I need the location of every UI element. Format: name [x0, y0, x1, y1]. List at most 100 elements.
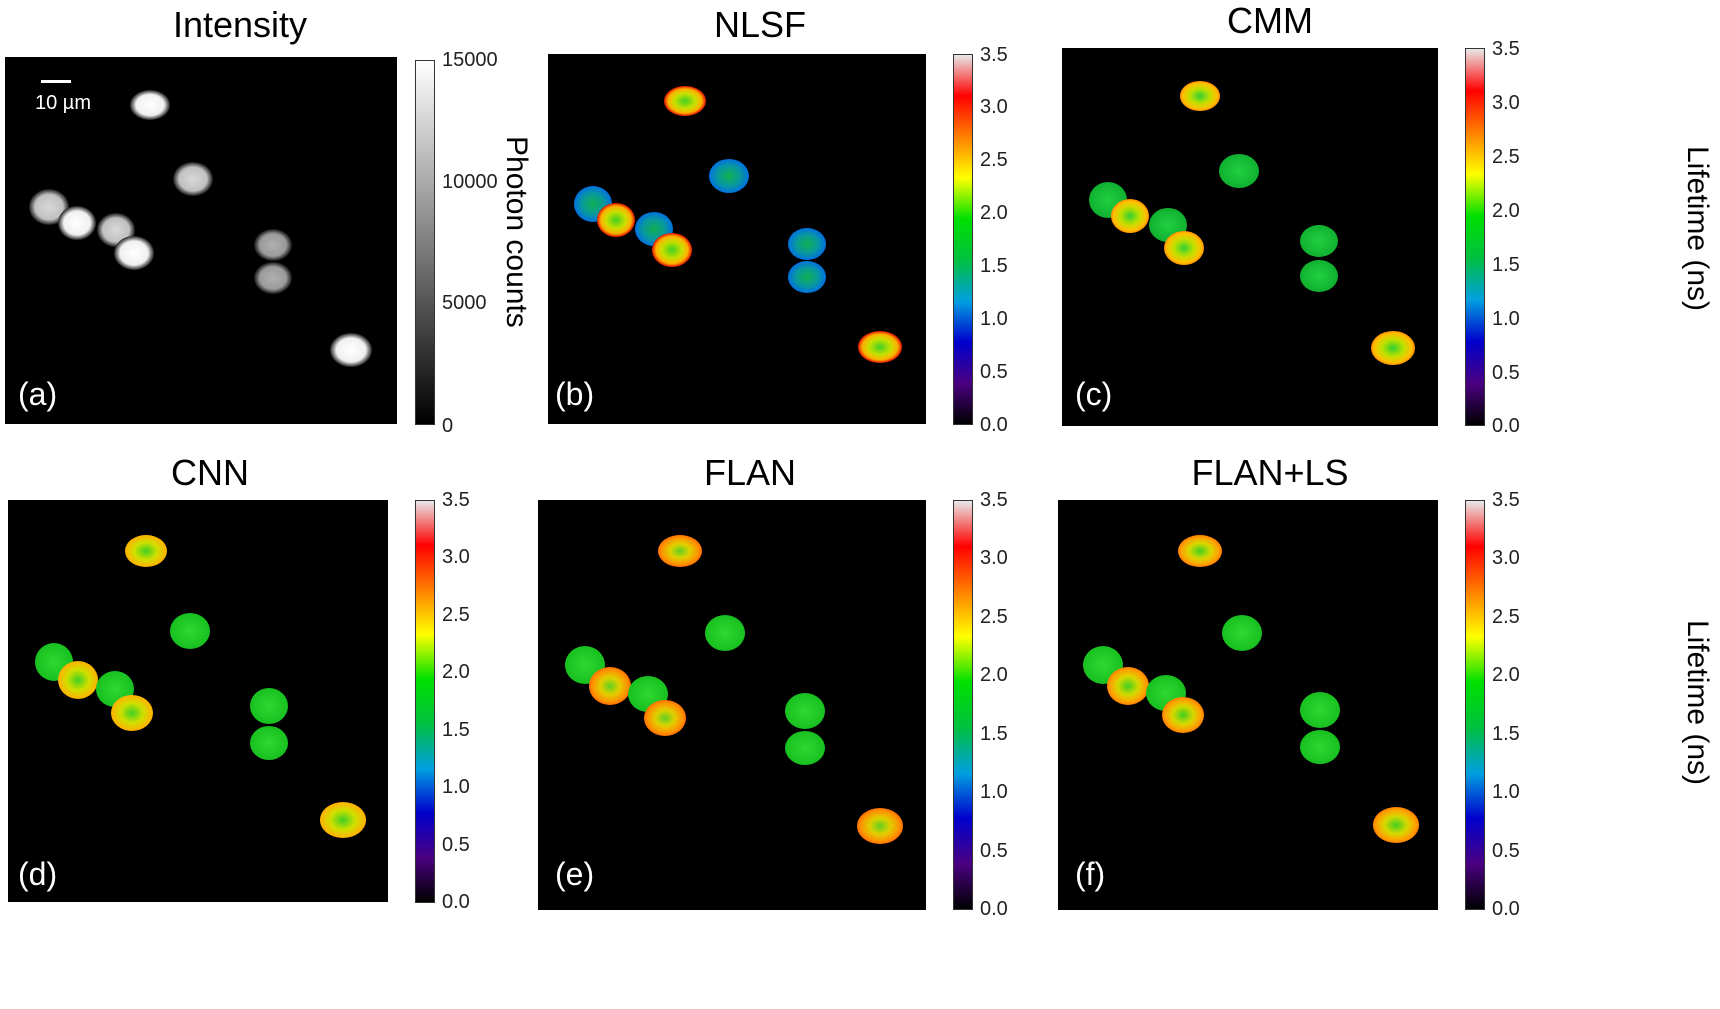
lifetime-tick: 1.0 — [442, 776, 470, 798]
lifetime-tick: 0.5 — [980, 361, 1008, 383]
cell — [320, 802, 366, 838]
lifetime-tick: 0.0 — [1492, 415, 1520, 437]
cell — [1300, 260, 1338, 292]
lifetime-tick: 0.0 — [1492, 898, 1520, 920]
panel-label-d: (d) — [18, 856, 58, 892]
intensity-tick: 10000 — [442, 171, 498, 193]
panel-label-b: (b) — [555, 376, 595, 412]
cell — [29, 189, 69, 225]
cell — [589, 667, 631, 705]
cell — [705, 615, 745, 651]
cell — [58, 206, 96, 240]
lifetime-tick: 2.5 — [980, 606, 1008, 628]
cell — [658, 535, 702, 567]
flan-cells — [565, 535, 903, 844]
cell — [597, 203, 635, 237]
panel-label-e: (e) — [555, 856, 595, 892]
panel-title-cnn: CNN — [171, 452, 249, 493]
intensity-tick: 5000 — [442, 292, 487, 314]
intensity-tick: 15000 — [442, 49, 498, 71]
cell — [664, 86, 706, 116]
lifetime-tick: 1.5 — [980, 723, 1008, 745]
cell — [250, 688, 288, 724]
intensity-colorbar-label: Photon counts — [500, 136, 533, 328]
lifetime-tick: 3.0 — [980, 547, 1008, 569]
cnn-lifetime-image — [8, 500, 388, 902]
lifetime-tick: 2.5 — [980, 149, 1008, 171]
intensity-tick: 0 — [442, 415, 454, 437]
cell — [1162, 697, 1204, 733]
cell — [1300, 692, 1340, 728]
lifetime-tick: 3.5 — [442, 489, 470, 511]
cell — [785, 693, 825, 729]
lifetime-tick: 1.0 — [1492, 308, 1520, 330]
cell — [857, 808, 903, 844]
lifetime-tick: 0.5 — [980, 840, 1008, 862]
lifetime-tick: 3.5 — [980, 44, 1008, 66]
lifetime-tick: 2.0 — [1492, 664, 1520, 686]
cmm-lifetime-image — [1062, 48, 1438, 426]
flan-ls-cells — [1083, 535, 1419, 843]
nlsf-cells — [574, 86, 902, 363]
lifetime-tick: 3.0 — [980, 96, 1008, 118]
cell — [125, 535, 167, 567]
lifetime-colorbar-b — [953, 54, 973, 425]
cell — [1180, 81, 1220, 111]
cmm-cells — [1089, 81, 1415, 365]
cell — [644, 700, 686, 736]
lifetime-tick: 2.5 — [1492, 146, 1520, 168]
lifetime-tick: 2.0 — [1492, 200, 1520, 222]
cell — [709, 159, 749, 193]
nlsf-lifetime-image — [548, 54, 926, 424]
cell — [250, 726, 288, 760]
cell — [58, 661, 98, 699]
cell — [785, 731, 825, 765]
lifetime-tick: 3.5 — [980, 489, 1008, 511]
panel-title-nlsf: NLSF — [713, 4, 807, 45]
cell — [1300, 730, 1340, 764]
lifetime-colorbar-label-bottom: Lifetime (ns) — [1681, 620, 1714, 786]
lifetime-tick: 3.0 — [1492, 92, 1520, 114]
panel-title-cmm: CMM — [1227, 0, 1313, 41]
cell — [1178, 535, 1222, 567]
intensity-colorbar — [415, 60, 435, 425]
lifetime-tick: 0.0 — [980, 898, 1008, 920]
intensity-cells — [29, 90, 372, 367]
panel-title-intensity: Intensity — [172, 4, 308, 45]
lifetime-tick: 2.5 — [442, 604, 470, 626]
panel-title-flan: FLAN — [703, 452, 797, 493]
cell — [788, 261, 826, 293]
cell — [330, 333, 372, 367]
lifetime-colorbar-f — [1465, 500, 1485, 910]
scale-bar-text: 10 µm — [35, 92, 91, 114]
cell — [652, 233, 692, 267]
lifetime-tick: 1.0 — [980, 781, 1008, 803]
cell — [173, 162, 213, 196]
cell — [1111, 199, 1149, 233]
scale-bar — [41, 80, 71, 83]
flan-lifetime-image — [538, 500, 926, 910]
lifetime-tick: 3.0 — [1492, 547, 1520, 569]
lifetime-tick: 2.5 — [1492, 606, 1520, 628]
cell — [254, 262, 292, 294]
lifetime-tick: 3.0 — [442, 546, 470, 568]
lifetime-colorbar-d — [415, 500, 435, 903]
lifetime-tick: 2.0 — [980, 202, 1008, 224]
lifetime-tick: 2.0 — [442, 661, 470, 683]
lifetime-tick: 1.5 — [1492, 254, 1520, 276]
cell — [1219, 154, 1259, 188]
lifetime-tick: 0.0 — [980, 414, 1008, 436]
cell — [1371, 331, 1415, 365]
cell — [788, 228, 826, 260]
flan-ls-lifetime-image — [1058, 500, 1438, 910]
cell — [130, 90, 170, 120]
lifetime-tick: 0.0 — [442, 891, 470, 913]
lifetime-tick: 1.0 — [980, 308, 1008, 330]
cell — [1300, 225, 1338, 257]
panel-title-flan-ls: FLAN+LS — [1191, 452, 1349, 493]
cell — [114, 236, 154, 270]
lifetime-colorbar-label-top: Lifetime (ns) — [1681, 146, 1714, 312]
cnn-cells — [35, 535, 366, 838]
lifetime-tick: 1.5 — [980, 255, 1008, 277]
cell — [254, 229, 292, 261]
